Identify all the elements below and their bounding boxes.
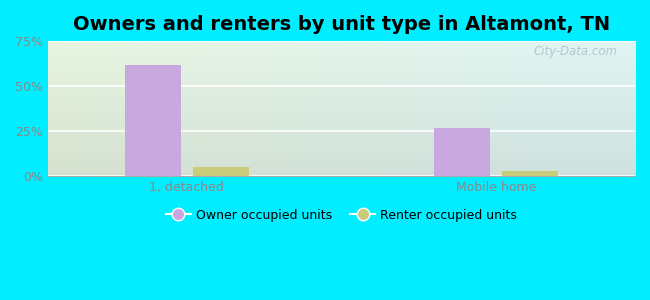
Bar — [434, 128, 489, 176]
Legend: Owner occupied units, Renter occupied units: Owner occupied units, Renter occupied un… — [161, 204, 523, 227]
Bar — [125, 64, 181, 176]
Text: City-Data.com: City-Data.com — [533, 45, 618, 58]
Bar — [502, 171, 558, 176]
Bar — [193, 167, 249, 176]
Title: Owners and renters by unit type in Altamont, TN: Owners and renters by unit type in Altam… — [73, 15, 610, 34]
